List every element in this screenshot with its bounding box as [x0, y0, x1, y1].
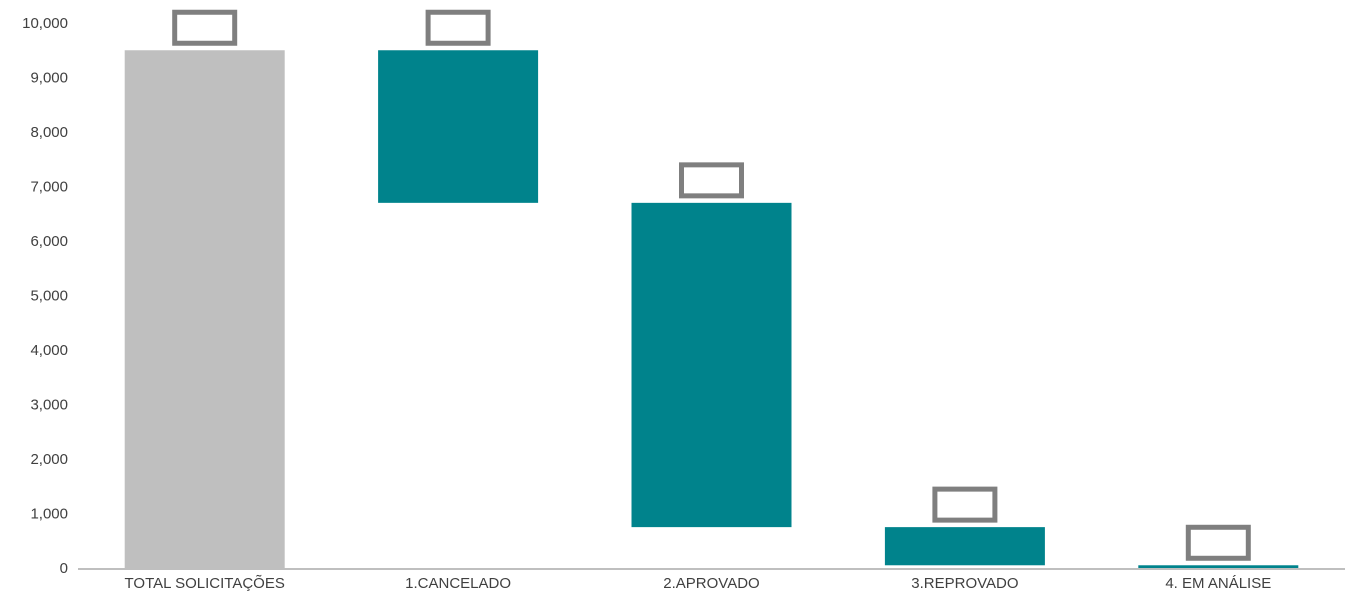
y-tick-label: 3,000: [30, 397, 68, 414]
data-label-box: [932, 486, 998, 523]
y-tick-label: 10,000: [22, 15, 68, 32]
y-tick-label: 6,000: [30, 233, 68, 250]
category-label: 4. EM ANÁLISE: [1165, 575, 1271, 592]
data-label-box: [425, 9, 491, 46]
y-tick-label: 9,000: [30, 70, 68, 87]
bar: [631, 202, 792, 528]
y-tick-label: 0: [60, 560, 68, 577]
bar: [1138, 565, 1299, 568]
category-label: 2.APROVADO: [663, 575, 759, 592]
x-axis-labels: TOTAL SOLICITAÇÕES 1.CANCELADO 2.APROVADO 3…: [125, 575, 1272, 592]
bar: [378, 50, 539, 203]
data-label-box: [679, 162, 744, 199]
y-tick-label: 7,000: [30, 179, 68, 196]
category-label: 3.REPROVADO: [911, 575, 1018, 592]
data-label-box: [1185, 524, 1251, 561]
bar: [124, 50, 285, 568]
y-tick-label: 5,000: [30, 288, 68, 305]
bar: [884, 527, 1045, 566]
category-label: TOTAL SOLICITAÇÕES: [125, 575, 285, 592]
data-label-box: [172, 9, 238, 46]
y-tick-label: 2,000: [30, 451, 68, 468]
category-label: 1.CANCELADO: [405, 575, 511, 592]
y-tick-label: 4,000: [30, 342, 68, 359]
y-tick-label: 8,000: [30, 124, 68, 141]
bars: [124, 50, 1299, 568]
data-label-boxes: [172, 9, 1251, 561]
y-tick-label: 1,000: [30, 506, 68, 523]
y-axis-ticks: 0 1,000 2,000 3,000 4,000 5,000 6,000 7,000 8,00…: [22, 15, 68, 577]
